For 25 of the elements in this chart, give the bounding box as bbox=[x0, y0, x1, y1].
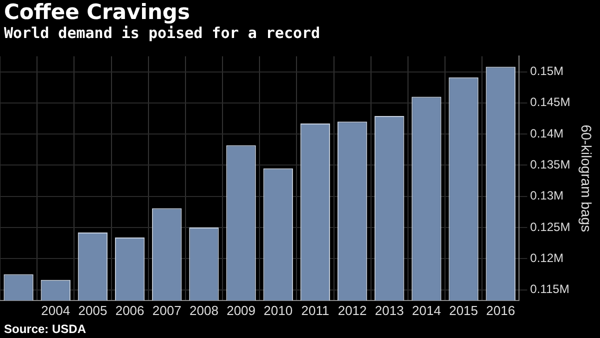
x-tick-label: 2014 bbox=[412, 302, 441, 318]
y-axis-title: 60-kilogram bags bbox=[578, 124, 595, 232]
chart-title: Coffee Cravings bbox=[4, 0, 190, 24]
x-tick-label: 2016 bbox=[486, 302, 516, 318]
x-tick-label: 2009 bbox=[226, 302, 256, 318]
chart-subtitle: World demand is poised for a record bbox=[4, 24, 320, 42]
x-tick-label: 2013 bbox=[374, 302, 404, 318]
x-tick-label: 2008 bbox=[190, 302, 218, 318]
x-tick-label: 2004 bbox=[41, 302, 70, 318]
y-tick-label: 0.145M bbox=[530, 95, 570, 110]
y-tick-label: 0.13M bbox=[530, 188, 564, 203]
y-tick-label: 0.125M bbox=[530, 220, 570, 234]
x-tick-label: 2010 bbox=[264, 302, 293, 318]
y-tick-label: 0.12M bbox=[530, 250, 564, 265]
source-note: Source: USDA bbox=[4, 322, 86, 336]
x-tick-label: 2006 bbox=[115, 302, 144, 318]
y-tick-label: 0.15M bbox=[530, 64, 564, 78]
y-tick-label: 0.14M bbox=[530, 126, 564, 140]
x-tick-label: 2012 bbox=[338, 302, 367, 318]
x-tick-label: 2005 bbox=[78, 302, 108, 318]
x-tick-label: 2011 bbox=[301, 302, 330, 318]
y-tick-label: 0.115M bbox=[530, 282, 570, 296]
x-tick-label: 2007 bbox=[152, 302, 182, 318]
y-tick-label: 0.135M bbox=[530, 158, 570, 172]
x-tick-label: 2015 bbox=[449, 302, 478, 318]
